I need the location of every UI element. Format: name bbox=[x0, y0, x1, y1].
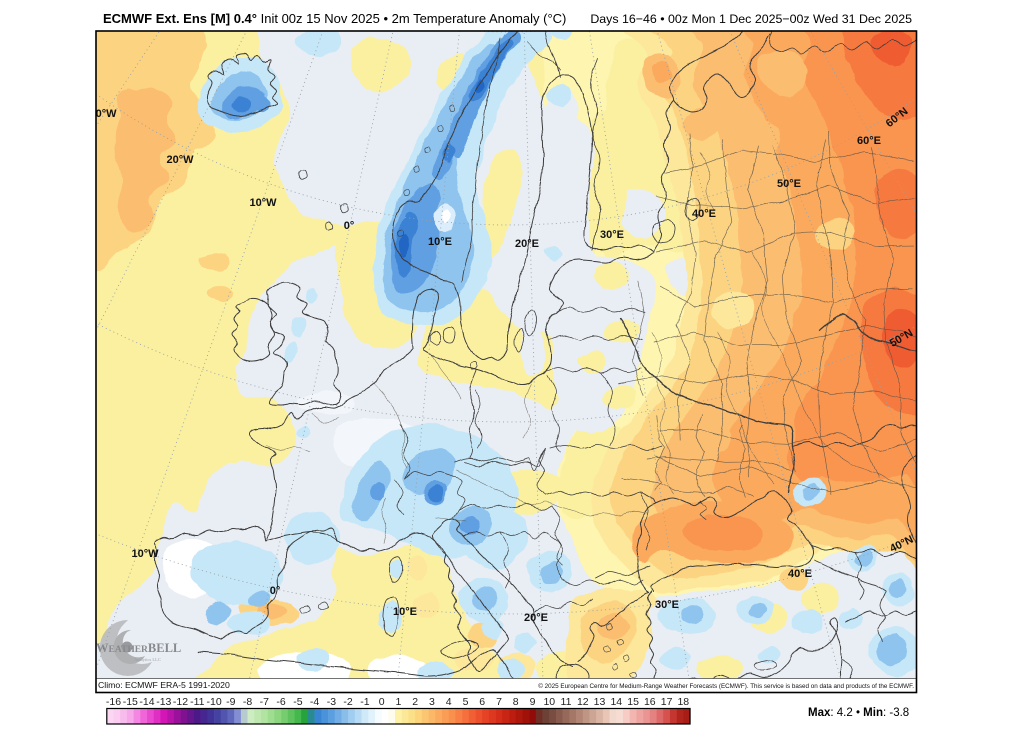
svg-text:-16: -16 bbox=[106, 696, 121, 708]
svg-text:10°W: 10°W bbox=[249, 197, 277, 209]
svg-text:-7: -7 bbox=[260, 696, 269, 708]
svg-text:14: 14 bbox=[610, 696, 622, 708]
svg-text:11: 11 bbox=[561, 696, 572, 708]
svg-text:© 2025 European Centre for Med: © 2025 European Centre for Medium-Range … bbox=[538, 682, 914, 690]
svg-text:-8: -8 bbox=[243, 696, 252, 708]
svg-text:60°E: 60°E bbox=[857, 135, 881, 147]
svg-text:8: 8 bbox=[513, 696, 519, 708]
svg-text:10: 10 bbox=[543, 696, 555, 708]
svg-text:50°E: 50°E bbox=[777, 178, 801, 190]
svg-text:10°E: 10°E bbox=[393, 606, 417, 618]
svg-text:6: 6 bbox=[479, 696, 485, 708]
svg-text:Climo: ECMWF ERA-5 1991-2020: Climo: ECMWF ERA-5 1991-2020 bbox=[98, 680, 230, 690]
svg-text:20°W: 20°W bbox=[166, 154, 194, 166]
svg-text:16: 16 bbox=[644, 696, 656, 708]
svg-text:0°: 0° bbox=[344, 220, 355, 232]
svg-text:-11: -11 bbox=[190, 696, 205, 708]
svg-text:10°W: 10°W bbox=[131, 548, 159, 560]
svg-text:2: 2 bbox=[412, 696, 418, 708]
svg-text:Days 16−46 • 00z Mon 1 Dec 202: Days 16−46 • 00z Mon 1 Dec 2025−00z Wed … bbox=[590, 12, 912, 26]
svg-text:WEATHERBELL: WEATHERBELL bbox=[96, 641, 181, 655]
svg-text:-6: -6 bbox=[276, 696, 285, 708]
svg-text:-9: -9 bbox=[226, 696, 235, 708]
svg-text:-3: -3 bbox=[327, 696, 336, 708]
svg-text:-14: -14 bbox=[139, 696, 154, 708]
svg-text:17: 17 bbox=[661, 696, 673, 708]
svg-text:1: 1 bbox=[395, 696, 401, 708]
svg-text:-2: -2 bbox=[343, 696, 352, 708]
svg-text:12: 12 bbox=[577, 696, 589, 708]
svg-text:9: 9 bbox=[530, 696, 536, 708]
svg-text:30°E: 30°E bbox=[600, 229, 624, 241]
svg-text:15: 15 bbox=[627, 696, 639, 708]
svg-text:-5: -5 bbox=[293, 696, 302, 708]
svg-text:-4: -4 bbox=[310, 696, 319, 708]
svg-text:0°: 0° bbox=[270, 585, 281, 597]
svg-text:-13: -13 bbox=[156, 696, 171, 708]
svg-text:30°E: 30°E bbox=[655, 599, 679, 611]
svg-text:30°W: 30°W bbox=[89, 108, 117, 120]
svg-text:Max: 4.2 • Min: -3.8: Max: 4.2 • Min: -3.8 bbox=[808, 707, 909, 719]
svg-text:3: 3 bbox=[429, 696, 435, 708]
svg-text:13: 13 bbox=[594, 696, 606, 708]
svg-text:4: 4 bbox=[446, 696, 452, 708]
svg-text:-10: -10 bbox=[207, 696, 222, 708]
svg-text:ECMWF Ext. Ens [M] 0.4° Init 0: ECMWF Ext. Ens [M] 0.4° Init 00z 15 Nov … bbox=[103, 11, 566, 26]
svg-text:5: 5 bbox=[463, 696, 469, 708]
svg-text:20°E: 20°E bbox=[524, 612, 548, 624]
svg-text:-12: -12 bbox=[173, 696, 188, 708]
svg-text:Analytics LLC: Analytics LLC bbox=[134, 657, 161, 662]
svg-text:-15: -15 bbox=[123, 696, 138, 708]
svg-text:0: 0 bbox=[379, 696, 385, 708]
svg-text:40°E: 40°E bbox=[788, 568, 812, 580]
svg-text:18: 18 bbox=[677, 696, 689, 708]
svg-text:7: 7 bbox=[496, 696, 502, 708]
svg-text:-1: -1 bbox=[360, 696, 369, 708]
svg-text:10°E: 10°E bbox=[428, 236, 452, 248]
svg-text:40°E: 40°E bbox=[692, 208, 716, 220]
svg-text:20°E: 20°E bbox=[515, 238, 539, 250]
